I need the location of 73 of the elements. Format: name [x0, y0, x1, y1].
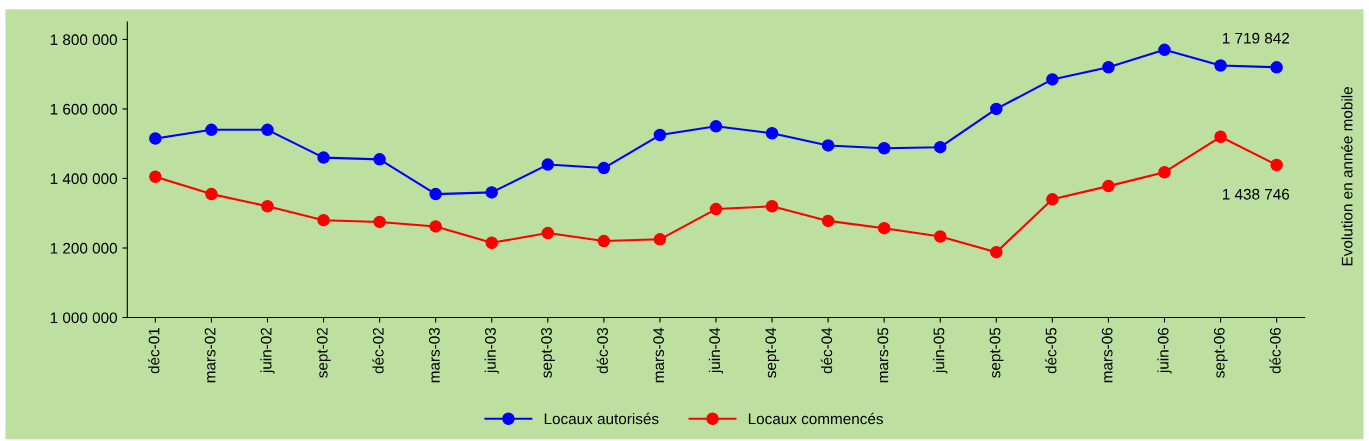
point: [933, 140, 947, 154]
annotation: 1 719 842: [1222, 32, 1290, 44]
point: [1270, 158, 1283, 172]
point: [597, 234, 611, 248]
x-tick-label: juin-06: [1157, 327, 1172, 374]
point: [1214, 59, 1227, 72]
point: [1102, 60, 1115, 74]
point: [877, 141, 891, 155]
x-tick-label: sept-04: [765, 327, 780, 378]
x-tick-label: déc-03: [596, 327, 608, 374]
point: [317, 213, 330, 227]
x-tick-label: juin-04: [708, 327, 724, 374]
x-tick-label: déc-02: [372, 328, 384, 374]
point: [541, 226, 555, 240]
point: [373, 153, 386, 166]
point: [765, 200, 779, 213]
x-tick-label: juin-03: [484, 327, 499, 374]
point: [990, 102, 1003, 116]
point: [990, 245, 1003, 259]
x-tick-label: déc-04: [820, 327, 833, 374]
x-tick-label: sept-05: [989, 327, 1004, 378]
point: [485, 236, 498, 250]
point: [709, 120, 723, 133]
point: [821, 214, 835, 228]
y-tick-label: 1 800 000: [50, 34, 117, 46]
point: [877, 221, 891, 235]
x-tick-label: mars-06: [1101, 327, 1113, 383]
legend-label: Locaux commencés: [748, 412, 883, 425]
point: [261, 123, 274, 137]
point: [653, 128, 667, 142]
point: [1102, 179, 1115, 193]
x-tick-label: juin-05: [933, 327, 948, 374]
x-tick-label: sept-02: [316, 328, 331, 378]
y-tick-label: 1 200 000: [50, 242, 117, 254]
point: [1158, 43, 1171, 57]
x-tick-label: sept-06: [1213, 327, 1228, 378]
point: [653, 233, 667, 246]
x-tick-label: mars-02: [204, 328, 216, 383]
point: [1158, 165, 1171, 179]
x-tick-label: déc-01: [148, 327, 160, 374]
point: [1214, 130, 1227, 144]
x-tick-label: mars-03: [428, 327, 440, 383]
point: [429, 187, 442, 201]
y-tick-label: 1 600 000: [50, 103, 117, 115]
point: [205, 187, 218, 201]
point: [373, 215, 386, 229]
point: [1046, 73, 1059, 86]
point: [149, 132, 162, 145]
point: [485, 186, 498, 199]
x-tick-label: sept-03: [541, 327, 555, 378]
y-tick-label: 1 400 000: [50, 173, 117, 185]
annotation: 1 438 746: [1222, 188, 1290, 200]
point: [261, 200, 274, 213]
point: [149, 170, 162, 183]
x-tick-label: déc-06: [1269, 327, 1281, 374]
point: [765, 127, 779, 140]
x-tick-label: déc-05: [1045, 327, 1057, 374]
x-tick-label: juin-02: [260, 328, 275, 374]
point: [205, 123, 218, 137]
point: [821, 139, 835, 152]
y2-axis-title: Evolution en année mobile: [1341, 87, 1353, 266]
legend-label: Locaux autorisés: [544, 412, 659, 425]
point: [429, 220, 442, 233]
x-tick-label: mars-04: [653, 327, 665, 383]
y-tick-label: 1 000 000: [50, 312, 117, 324]
point: [1046, 193, 1059, 206]
point: [317, 151, 330, 164]
point: [709, 202, 723, 216]
point: [541, 158, 555, 171]
point: [933, 230, 947, 243]
point: [597, 161, 611, 175]
point: [1270, 61, 1283, 74]
x-tick-label: mars-05: [877, 327, 889, 383]
